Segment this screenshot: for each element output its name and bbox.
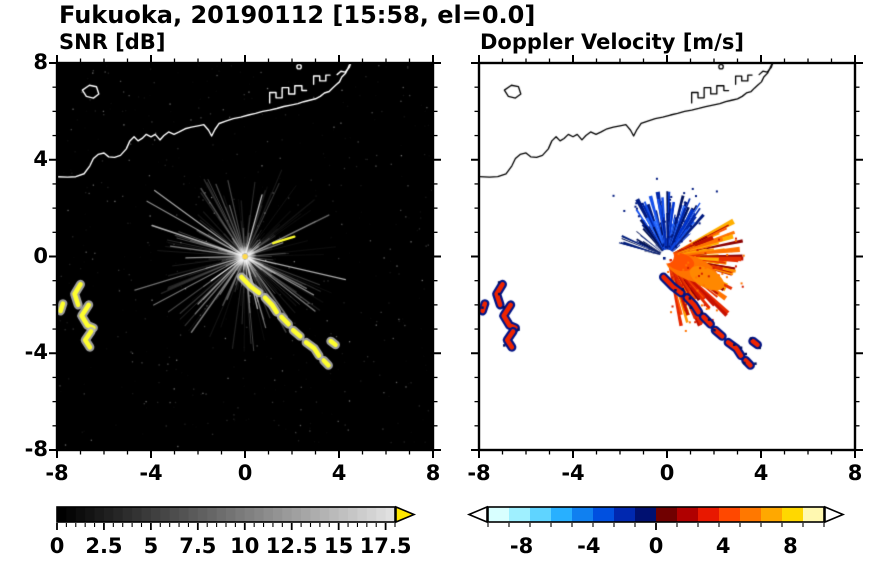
- axis-tick-label: 4: [753, 461, 769, 485]
- figure-title: Fukuoka, 20190112 [15:58, el=0.0]: [59, 1, 536, 29]
- axis-tick-label: 15: [324, 534, 354, 558]
- axis-tick-label: 17.5: [359, 534, 412, 558]
- axis-tick-label: -4: [139, 461, 163, 485]
- axis-tick-label: 4: [33, 146, 48, 171]
- axis-tick-label: -8: [45, 461, 69, 485]
- axis-tick-label: -8: [509, 534, 534, 558]
- doppler-panel-title: Doppler Velocity [m/s]: [480, 30, 744, 54]
- axis-tick-label: 2.5: [85, 534, 123, 558]
- axis-tick-label: 8: [425, 461, 441, 485]
- axis-tick-label: 0: [237, 461, 253, 485]
- axis-tick-label: -4: [561, 461, 585, 485]
- snr-panel-title: SNR [dB]: [59, 30, 166, 54]
- axis-tick-label: 12.5: [265, 534, 318, 558]
- snr-ppi-plot: [57, 63, 433, 450]
- axis-tick-label: 4: [715, 534, 731, 558]
- axis-tick-label: 0: [659, 461, 675, 485]
- axis-tick-label: -4: [577, 534, 601, 558]
- axis-tick-label: -8: [467, 461, 491, 485]
- axis-tick-label: 5: [143, 534, 159, 558]
- axis-tick-label: 7.5: [179, 534, 217, 558]
- axis-tick-label: 0: [648, 534, 664, 558]
- axis-tick-label: 0: [33, 243, 48, 268]
- axis-tick-label: 8: [783, 534, 798, 558]
- axis-tick-label: 8: [33, 50, 48, 74]
- axis-tick-label: 0: [49, 534, 65, 558]
- axis-tick-label: 8: [847, 461, 863, 485]
- axis-tick-label: -4: [24, 340, 48, 365]
- doppler-ppi-plot: [479, 63, 855, 450]
- axis-tick-label: 4: [331, 461, 347, 485]
- axis-tick-label: 10: [230, 534, 260, 558]
- axis-tick-label: -8: [24, 437, 48, 461]
